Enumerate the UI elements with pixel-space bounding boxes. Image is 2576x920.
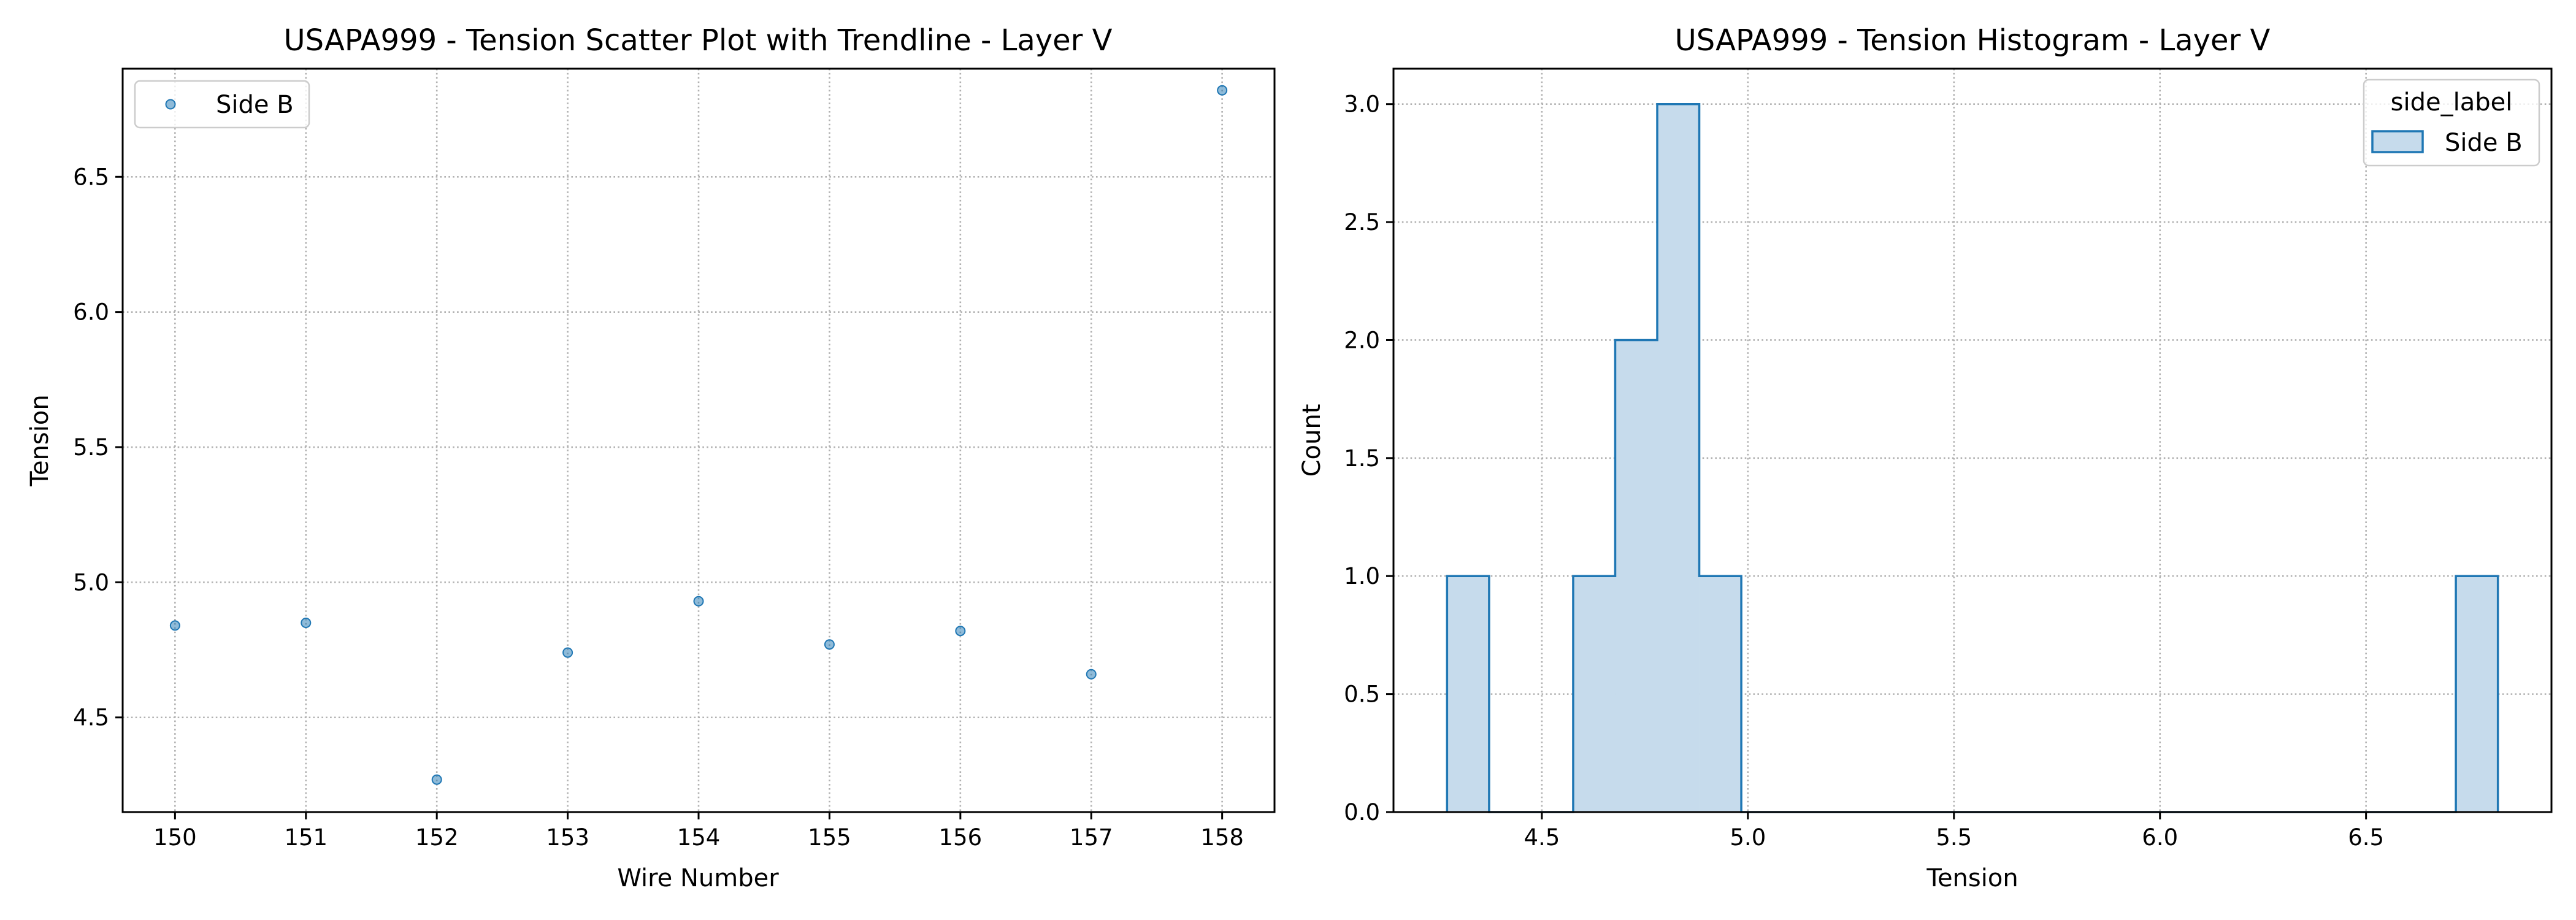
scatter-legend-label: Side B xyxy=(216,91,294,119)
histogram-y-tick-label: 2.5 xyxy=(1344,209,1380,236)
histogram-y-axis-label: Count xyxy=(1298,404,1326,477)
histogram-bar xyxy=(1447,576,1489,812)
scatter-title: USAPA999 - Tension Scatter Plot with Tre… xyxy=(283,23,1112,58)
histogram-y-tick-label: 0.5 xyxy=(1344,681,1380,708)
scatter-y-tick-label: 5.0 xyxy=(73,569,109,596)
histogram-x-tick-label: 6.5 xyxy=(2348,824,2384,851)
scatter-point xyxy=(562,647,573,658)
scatter-x-tick-label: 153 xyxy=(546,824,589,851)
scatter-x-tick-label: 150 xyxy=(153,824,197,851)
scatter-x-tick-label: 157 xyxy=(1070,824,1113,851)
scatter-x-tick-label: 152 xyxy=(415,824,459,851)
scatter-y-tick-label: 5.5 xyxy=(73,434,109,461)
scatter-point xyxy=(1086,669,1097,680)
histogram-x-tick-label: 4.5 xyxy=(1524,824,1560,851)
histogram-legend-label: Side B xyxy=(2445,129,2523,157)
histogram-y-tick-label: 1.5 xyxy=(1344,445,1380,472)
histogram-bar xyxy=(1573,576,1616,812)
scatter-y-tick-label: 6.5 xyxy=(73,164,109,190)
histogram-panel: USAPA999 - Tension Histogram - Layer V 4… xyxy=(1298,23,2553,892)
scatter-point xyxy=(169,620,180,631)
scatter-y-tick-label: 6.0 xyxy=(73,299,109,326)
histogram-legend-title: side_label xyxy=(2391,88,2513,117)
histogram-x-tick-label: 6.0 xyxy=(2142,824,2178,851)
scatter-legend-marker xyxy=(165,99,176,110)
scatter-y-axis-label: Tension xyxy=(26,394,54,486)
scatter-point xyxy=(693,596,704,607)
histogram-bar xyxy=(2456,576,2498,812)
scatter-grid xyxy=(123,69,1275,812)
scatter-y-axis: 4.5 5.0 5.5 6.0 6.5 xyxy=(73,164,123,731)
scatter-points xyxy=(169,85,1228,785)
scatter-point xyxy=(955,626,966,637)
scatter-x-axis-label: Wire Number xyxy=(617,864,779,892)
histogram-y-tick-label: 3.0 xyxy=(1344,91,1380,118)
scatter-point xyxy=(1217,85,1228,96)
scatter-x-axis: 150 151 152 153 154 155 156 157 158 xyxy=(153,812,1244,851)
scatter-legend: Side B xyxy=(134,80,310,129)
histogram-bar xyxy=(1615,340,1658,812)
scatter-x-tick-label: 154 xyxy=(677,824,721,851)
histogram-x-axis-label: Tension xyxy=(1926,864,2018,892)
histogram-y-axis: 0.0 0.5 1.0 1.5 2.0 2.5 3.0 xyxy=(1344,91,1393,826)
scatter-x-tick-label: 151 xyxy=(284,824,328,851)
scatter-x-tick-label: 155 xyxy=(808,824,851,851)
histogram-y-tick-label: 1.0 xyxy=(1344,563,1380,589)
scatter-x-tick-label: 156 xyxy=(939,824,983,851)
scatter-point xyxy=(301,617,312,628)
scatter-x-tick-label: 158 xyxy=(1200,824,1244,851)
histogram-x-tick-label: 5.0 xyxy=(1730,824,1766,851)
scatter-point xyxy=(824,639,835,650)
histogram-x-tick-label: 5.5 xyxy=(1936,824,1972,851)
scatter-point xyxy=(431,774,442,785)
histogram-bars xyxy=(1446,102,2499,813)
scatter-panel: USAPA999 - Tension Scatter Plot with Tre… xyxy=(26,23,1276,892)
histogram-x-axis: 4.5 5.0 5.5 6.0 6.5 xyxy=(1524,812,2384,851)
histogram-title: USAPA999 - Tension Histogram - Layer V xyxy=(1675,23,2271,58)
histogram-legend-swatch xyxy=(2371,130,2424,153)
histogram-legend: side_label Side B xyxy=(2363,79,2540,167)
histogram-plot-frame xyxy=(1392,67,2553,813)
scatter-legend-frame xyxy=(134,80,310,129)
histogram-bar xyxy=(1699,576,1742,812)
histogram-bar xyxy=(1657,104,1700,813)
histogram-y-tick-label: 2.0 xyxy=(1344,327,1380,353)
scatter-y-tick-label: 4.5 xyxy=(73,705,109,731)
histogram-y-tick-label: 0.0 xyxy=(1344,799,1380,826)
